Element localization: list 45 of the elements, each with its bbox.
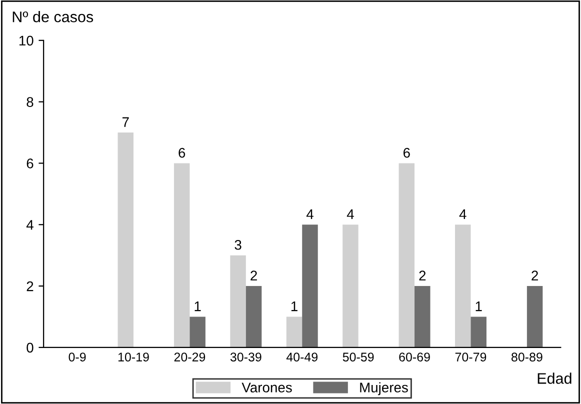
y-tick-label: 8 bbox=[26, 97, 34, 107]
bar bbox=[470, 316, 486, 348]
data-label: 6 bbox=[178, 148, 186, 158]
data-label: 3 bbox=[234, 240, 242, 250]
x-tick-label: 0-9 bbox=[68, 352, 86, 362]
x-tick-label: 50-59 bbox=[342, 352, 374, 362]
x-tick-label: 20-29 bbox=[174, 352, 206, 362]
bar bbox=[118, 132, 134, 348]
bar bbox=[190, 316, 206, 348]
data-label: 1 bbox=[194, 302, 201, 312]
bar bbox=[230, 255, 246, 348]
bar bbox=[342, 224, 358, 348]
x-tick-label: 30-39 bbox=[230, 352, 262, 362]
y-tick-label: 6 bbox=[26, 158, 34, 168]
y-tick-label: 2 bbox=[26, 281, 34, 292]
bar bbox=[526, 286, 543, 348]
data-label: 7 bbox=[122, 117, 129, 127]
bar bbox=[246, 286, 262, 348]
data-label: 2 bbox=[419, 270, 426, 280]
bar bbox=[414, 286, 430, 348]
data-label: 6 bbox=[404, 148, 410, 158]
y-tick-label: 4 bbox=[26, 220, 34, 230]
data-label: 1 bbox=[476, 302, 482, 312]
data-label: 2 bbox=[250, 270, 257, 280]
bar bbox=[174, 163, 190, 348]
bar bbox=[455, 224, 471, 348]
y-tick-label: 0 bbox=[26, 342, 34, 353]
x-tick-label: 70-79 bbox=[455, 352, 486, 362]
data-label: 1 bbox=[291, 302, 298, 312]
legend-label: Varones bbox=[242, 382, 292, 392]
bar bbox=[286, 316, 302, 348]
data-label: 4 bbox=[459, 209, 466, 219]
data-label: 4 bbox=[346, 209, 354, 219]
legend-label: Mujeres bbox=[360, 382, 408, 396]
x-tick-label: 10-19 bbox=[118, 352, 149, 362]
bar bbox=[302, 224, 318, 348]
y-tick-label: 10 bbox=[19, 36, 34, 46]
x-tick-label: 40-49 bbox=[286, 352, 318, 362]
bar bbox=[398, 163, 415, 348]
x-axis-title: Edad bbox=[538, 372, 572, 384]
data-label: 2 bbox=[532, 270, 538, 280]
data-label: 4 bbox=[306, 209, 314, 219]
x-tick-label: 60-69 bbox=[399, 352, 430, 362]
x-tick-label: 80-89 bbox=[512, 352, 542, 362]
y-axis-title: Nº de casos bbox=[12, 11, 94, 22]
